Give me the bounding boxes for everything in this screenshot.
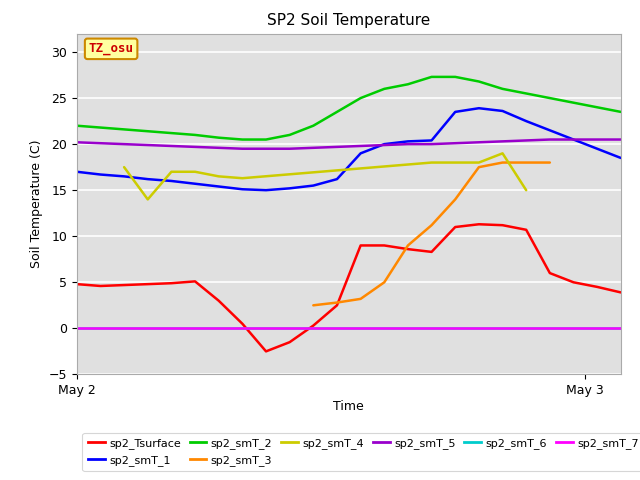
Text: TZ_osu: TZ_osu [88,42,134,55]
Title: SP2 Soil Temperature: SP2 Soil Temperature [267,13,431,28]
Y-axis label: Soil Temperature (C): Soil Temperature (C) [30,140,43,268]
Legend: sp2_Tsurface, sp2_smT_1, sp2_smT_2, sp2_smT_3, sp2_smT_4, sp2_smT_5, sp2_smT_6, : sp2_Tsurface, sp2_smT_1, sp2_smT_2, sp2_… [83,432,640,471]
X-axis label: Time: Time [333,400,364,413]
